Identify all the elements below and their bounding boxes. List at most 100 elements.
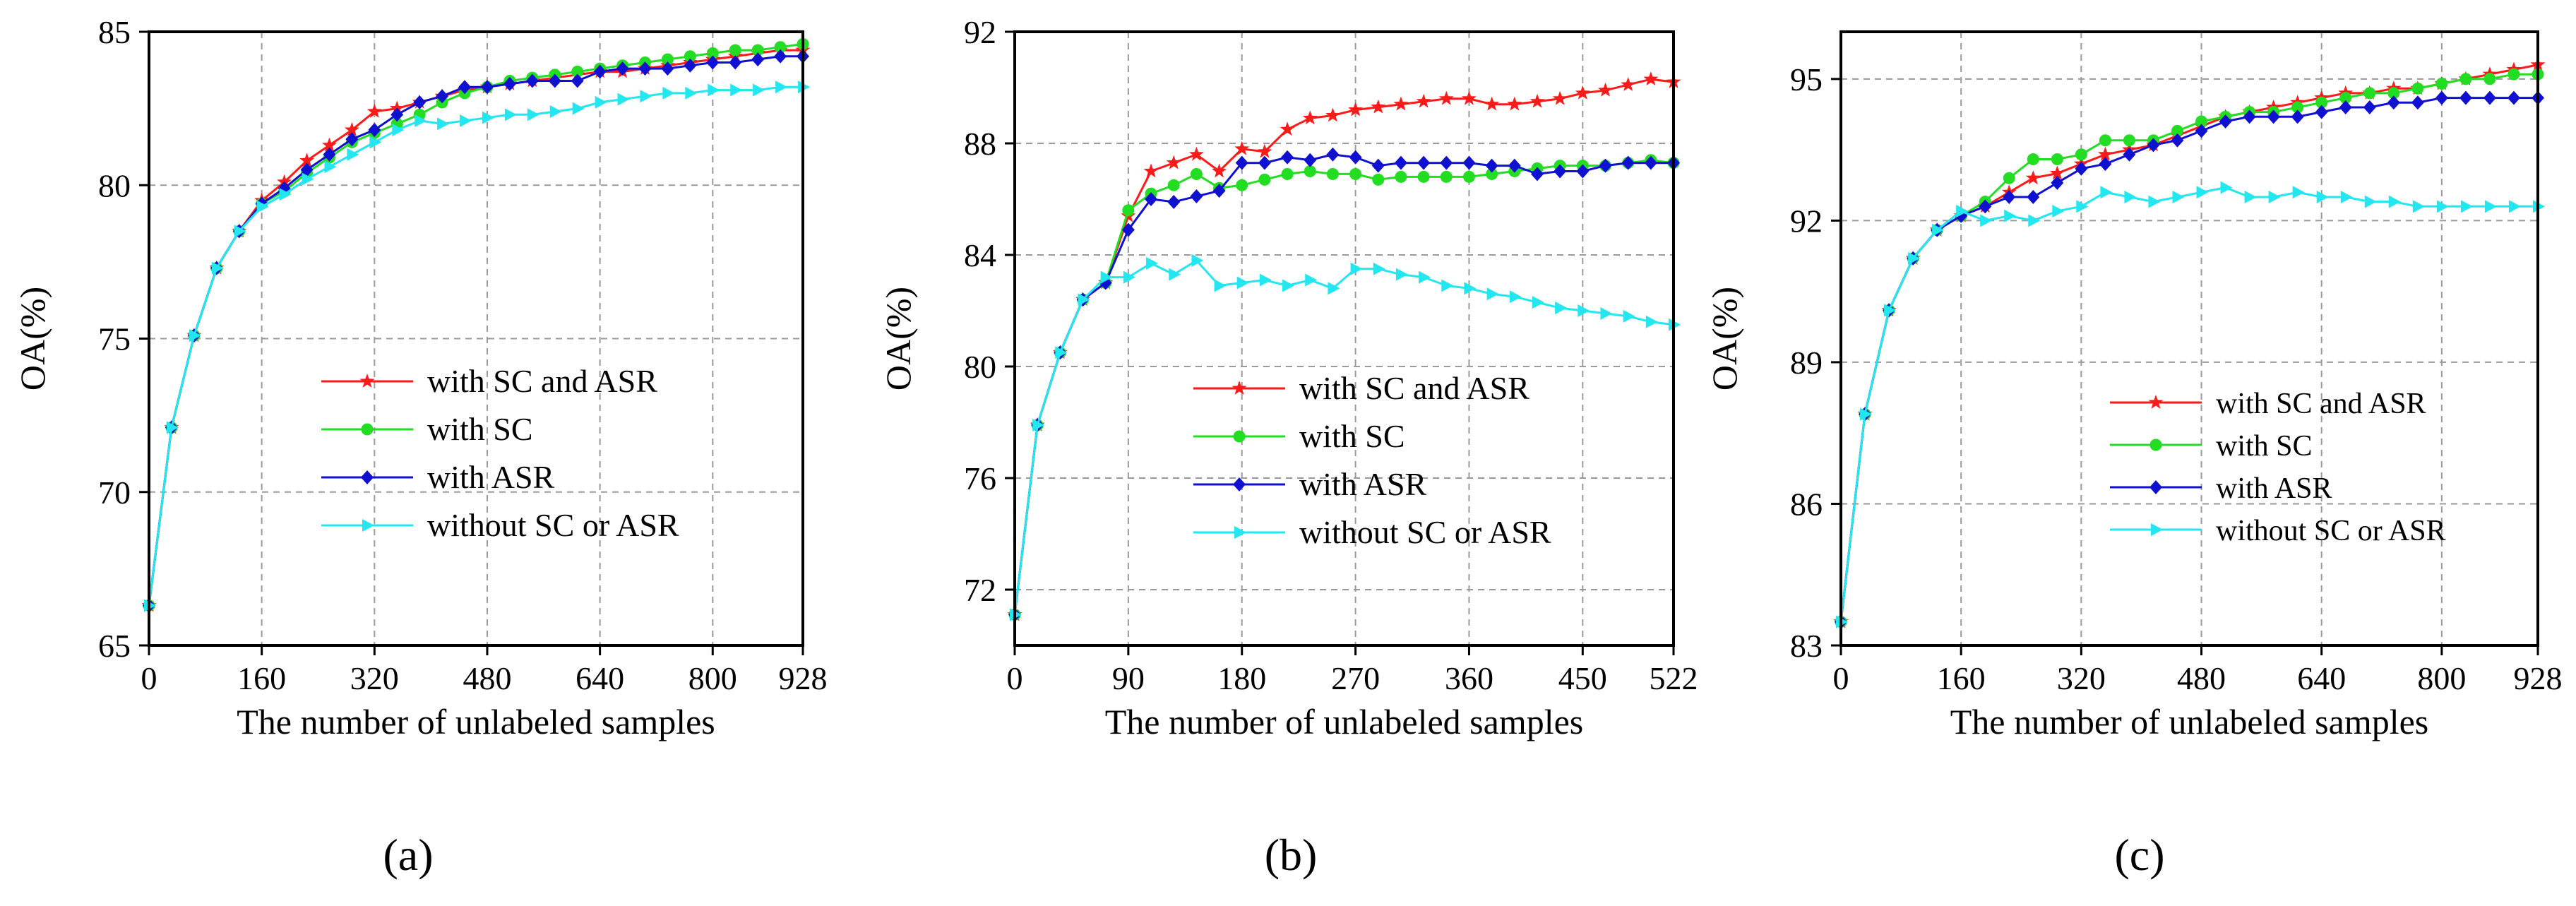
data-point-with-sc	[2363, 87, 2376, 100]
legend-label: with SC	[1299, 418, 1405, 454]
data-point-without-sc-or-asr	[324, 160, 337, 174]
data-point-with-asr	[2459, 90, 2472, 105]
data-point-with-asr	[323, 147, 336, 162]
x-axis-label: The number of unlabeled samples	[1950, 702, 2429, 741]
legend-marker	[2149, 480, 2162, 494]
data-point-without-sc-or-asr	[662, 86, 675, 100]
data-point-with-asr	[2243, 109, 2256, 124]
data-point-with-sc-and-asr	[1530, 93, 1545, 108]
x-tick-label: 450	[1558, 660, 1607, 696]
data-point-with-sc	[2435, 78, 2448, 90]
x-tick-label: 800	[688, 660, 737, 696]
x-tick-label: 360	[1445, 660, 1493, 696]
data-point-with-asr	[774, 49, 787, 64]
data-point-with-asr	[1121, 222, 1135, 237]
data-point-without-sc-or-asr	[369, 136, 382, 149]
panel-label-b: (b)	[1265, 830, 1318, 880]
data-point-with-asr	[1281, 150, 1294, 165]
data-point-with-sc	[1167, 179, 1180, 191]
data-point-with-sc	[1440, 170, 1453, 183]
data-point-with-asr	[661, 61, 674, 76]
data-point-with-asr	[2315, 105, 2328, 119]
data-point-with-asr	[1190, 189, 1203, 204]
data-point-with-asr	[1485, 158, 1498, 173]
legend-marker	[1233, 430, 1246, 443]
y-tick-label: 92	[1790, 203, 1823, 239]
legend-marker	[1234, 526, 1246, 539]
y-tick-label: 85	[98, 14, 131, 50]
data-point-without-sc-or-asr	[2100, 186, 2113, 199]
data-point-without-sc-or-asr	[279, 188, 292, 201]
legend-label: with ASR	[1299, 466, 1427, 502]
x-tick-label: 640	[576, 660, 624, 696]
data-point-with-asr	[616, 61, 629, 76]
data-point-without-sc-or-asr	[460, 114, 472, 128]
data-point-without-sc-or-asr	[1191, 254, 1204, 267]
data-point-with-asr	[2099, 157, 2112, 172]
y-tick-label: 75	[98, 321, 131, 357]
legend-marker	[361, 470, 374, 484]
data-point-without-sc-or-asr	[1623, 309, 1635, 323]
data-point-with-asr	[2171, 133, 2184, 148]
data-point-without-sc-or-asr	[1980, 214, 1993, 227]
data-point-without-sc-or-asr	[1078, 293, 1090, 306]
legend-label: with SC and ASR	[427, 363, 657, 399]
data-point-without-sc-or-asr	[2388, 195, 2401, 208]
data-point-without-sc-or-asr	[1395, 268, 1408, 281]
legend-item-with-asr: with ASR	[321, 459, 555, 495]
y-tick-label: 80	[98, 167, 131, 203]
data-point-without-sc-or-asr	[572, 102, 585, 115]
data-point-without-sc-or-asr	[2268, 190, 2281, 203]
data-point-with-asr	[480, 80, 494, 95]
data-point-without-sc-or-asr	[2508, 200, 2521, 213]
data-point-with-asr	[525, 73, 539, 88]
data-point-without-sc-or-asr	[1169, 268, 1181, 281]
data-point-with-asr	[638, 61, 652, 76]
data-point-without-sc-or-asr	[2220, 181, 2233, 194]
data-point-without-sc-or-asr	[256, 200, 269, 213]
data-point-with-sc-and-asr	[1371, 99, 1386, 114]
data-point-with-asr	[2075, 161, 2088, 176]
ticks: 0 160 320 480 640 800 928 83 86 89 92 95	[1790, 61, 2563, 696]
data-point-with-sc-and-asr	[1552, 90, 1568, 105]
legend-item-without-sc-or-asr: without SC or ASR	[1193, 514, 1551, 550]
data-point-with-sc-and-asr	[1621, 77, 1636, 91]
data-point-with-asr	[548, 73, 561, 88]
y-tick-label: 86	[1790, 486, 1823, 522]
data-point-with-asr	[1440, 155, 1453, 170]
data-point-with-asr	[1167, 194, 1181, 209]
data-point-with-asr	[2219, 114, 2232, 129]
data-point-with-sc	[1304, 165, 1316, 177]
data-point-without-sc-or-asr	[1419, 270, 1431, 284]
x-tick-label: 90	[1112, 660, 1145, 696]
data-point-without-sc-or-asr	[347, 148, 359, 161]
legend-marker	[361, 423, 374, 436]
data-point-with-sc-and-asr	[1643, 71, 1659, 85]
data-point-with-sc	[2483, 73, 2496, 85]
y-axis-label: OA(%)	[878, 287, 918, 391]
data-point-with-asr	[503, 76, 516, 91]
series-with-asr	[1008, 147, 1680, 622]
data-point-with-sc-and-asr	[2025, 170, 2041, 185]
plot-frame	[1013, 30, 1675, 647]
y-tick-label: 95	[1790, 61, 1823, 97]
data-point-with-sc	[2099, 134, 2111, 147]
data-point-without-sc-or-asr	[2052, 205, 2065, 218]
data-point-without-sc-or-asr	[302, 172, 314, 186]
x-tick-label: 0	[1833, 660, 1849, 696]
legend-marker	[362, 519, 374, 532]
data-point-without-sc-or-asr	[2316, 190, 2329, 203]
x-tick-label: 180	[1217, 660, 1266, 696]
legend-marker	[1233, 477, 1246, 491]
data-point-with-asr	[345, 132, 359, 147]
data-point-without-sc-or-asr	[617, 93, 630, 106]
legend-item-with-asr: with ASR	[1193, 466, 1427, 502]
chart-b: 0 90 180 270 360 450 522 72 76 80 84 88 92 The number…	[878, 14, 1698, 741]
x-tick-label: 800	[2417, 660, 2466, 696]
x-tick-label: 522	[1650, 660, 1698, 696]
data-point-with-sc	[1236, 179, 1248, 191]
data-point-without-sc-or-asr	[2124, 190, 2137, 203]
grid	[1841, 32, 2538, 645]
data-point-without-sc-or-asr	[1600, 306, 1613, 320]
data-point-with-sc	[2411, 82, 2424, 95]
